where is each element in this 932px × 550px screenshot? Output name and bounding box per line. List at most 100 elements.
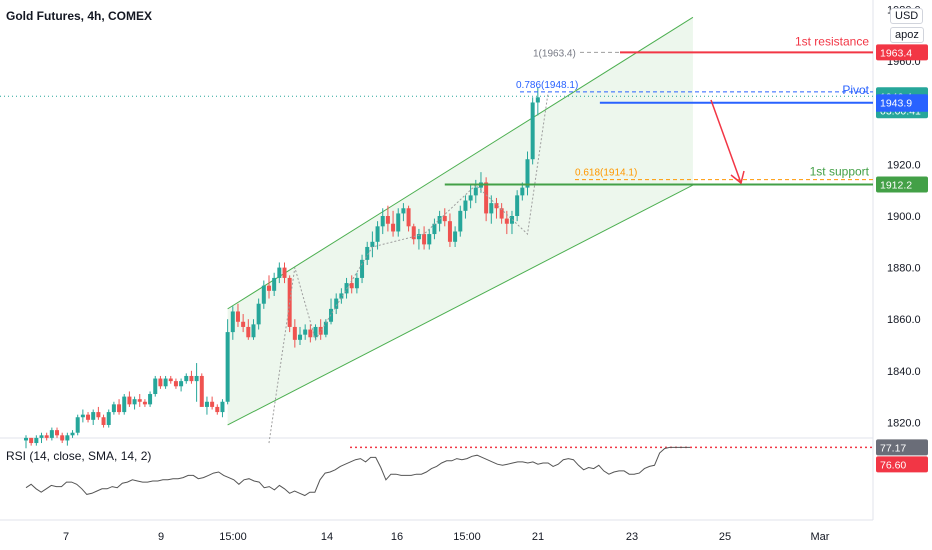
candle-body bbox=[163, 378, 168, 387]
candle-body bbox=[370, 241, 375, 247]
candle-body bbox=[494, 203, 499, 209]
candle-body bbox=[385, 216, 390, 224]
price-tick-label: 1880.0 bbox=[887, 263, 921, 275]
rsi-sma-tag-bg bbox=[876, 456, 928, 473]
candle-body bbox=[504, 218, 509, 224]
candle-body bbox=[122, 396, 127, 413]
candle-body bbox=[230, 311, 235, 333]
resistance-tag-bg bbox=[876, 44, 928, 61]
candle-body bbox=[458, 210, 463, 232]
rsi-value-tag: 77.17 bbox=[880, 442, 906, 454]
candle-body bbox=[453, 231, 458, 242]
candle-body bbox=[375, 226, 380, 242]
candle-body bbox=[55, 430, 60, 436]
time-tick-label: 23 bbox=[626, 531, 638, 543]
candle-body bbox=[391, 223, 396, 232]
candle-body bbox=[473, 187, 478, 196]
resistance-label: 1st resistance bbox=[795, 34, 869, 48]
candle-body bbox=[292, 326, 297, 340]
support-tag-bg bbox=[876, 176, 928, 193]
candle-body bbox=[365, 246, 370, 260]
candle-body bbox=[75, 417, 80, 433]
rsi-value-tag-bg bbox=[876, 439, 928, 456]
candle-body bbox=[189, 375, 194, 382]
candle-body bbox=[484, 182, 489, 214]
time-tick-label: 15:00 bbox=[453, 531, 481, 543]
candle-body bbox=[442, 216, 447, 222]
candle-body bbox=[210, 401, 215, 407]
candle-body bbox=[422, 234, 427, 245]
candle-body bbox=[360, 259, 365, 278]
candle-body bbox=[251, 324, 256, 338]
price-tick-label: 1820.0 bbox=[887, 417, 921, 429]
projection-arrow bbox=[710, 99, 742, 184]
pivot-tag-bg bbox=[876, 94, 928, 112]
candle-body bbox=[256, 303, 261, 325]
candle-body bbox=[132, 399, 137, 405]
resistance-tag: 1963.4 bbox=[880, 47, 912, 59]
candle-body bbox=[148, 394, 153, 405]
candle-body bbox=[287, 277, 292, 327]
price-tick-label: 1900.0 bbox=[887, 211, 921, 223]
candle-body bbox=[225, 332, 230, 402]
candle-body bbox=[24, 437, 28, 441]
candle-body bbox=[432, 223, 437, 235]
candle-body bbox=[65, 435, 70, 441]
candle-body bbox=[235, 311, 240, 322]
time-tick-label: 15:00 bbox=[219, 531, 247, 543]
candle-body bbox=[117, 404, 122, 413]
candle-body bbox=[308, 329, 313, 338]
candle-body bbox=[303, 329, 308, 335]
candle-body bbox=[334, 298, 339, 309]
time-tick-label: 25 bbox=[719, 531, 731, 543]
candle-body bbox=[261, 285, 266, 304]
candle-body bbox=[411, 226, 416, 240]
candle-body bbox=[80, 414, 85, 418]
candle-body bbox=[396, 213, 401, 232]
candle-body bbox=[111, 404, 116, 413]
candle-body bbox=[416, 234, 421, 240]
candle-body bbox=[220, 401, 225, 413]
candle-body bbox=[34, 437, 39, 444]
candle-body bbox=[184, 375, 189, 382]
candle-body bbox=[499, 208, 504, 219]
fib-1-label: 1(1963.4) bbox=[533, 48, 576, 59]
candle-body bbox=[463, 200, 468, 211]
candle-body bbox=[44, 435, 49, 438]
rsi-title: RSI (14, close, SMA, 14, 2) bbox=[6, 449, 152, 463]
candle-body bbox=[173, 381, 178, 387]
projection-arrowhead bbox=[730, 170, 745, 185]
rsi-line bbox=[25, 446, 690, 497]
candle-body bbox=[535, 97, 540, 103]
candle-body bbox=[318, 326, 323, 335]
candle-body bbox=[137, 399, 142, 402]
candle-body bbox=[406, 208, 411, 227]
candle-body bbox=[86, 414, 91, 420]
user-button[interactable]: apoz bbox=[890, 27, 924, 43]
support-label: 1st support bbox=[810, 165, 870, 179]
candle-body bbox=[106, 412, 111, 425]
candle-body bbox=[70, 432, 75, 436]
pivot-tag-gap bbox=[876, 109, 928, 112]
candle-body bbox=[489, 203, 494, 214]
fib-zigzag bbox=[268, 92, 549, 444]
candle-body bbox=[153, 378, 158, 395]
candle-body bbox=[437, 216, 442, 224]
rsi-sma-tag: 76.60 bbox=[880, 459, 906, 471]
candle-body bbox=[323, 321, 328, 335]
candle-body bbox=[60, 435, 65, 441]
candle-body bbox=[349, 283, 354, 289]
candle-body bbox=[168, 378, 173, 382]
candle-body bbox=[530, 102, 535, 160]
channel-upper-line bbox=[227, 16, 694, 310]
candle-body bbox=[246, 326, 251, 338]
chart-title: Gold Futures, 4h, COMEX bbox=[6, 9, 153, 23]
candle-body bbox=[101, 417, 106, 425]
candle-body bbox=[179, 381, 184, 387]
currency-button[interactable]: USD bbox=[890, 8, 924, 24]
candle-body bbox=[215, 406, 220, 413]
time-tick-label: 7 bbox=[63, 531, 69, 543]
channel-lower-line bbox=[227, 184, 694, 426]
pivot-label: Pivot bbox=[842, 83, 869, 97]
